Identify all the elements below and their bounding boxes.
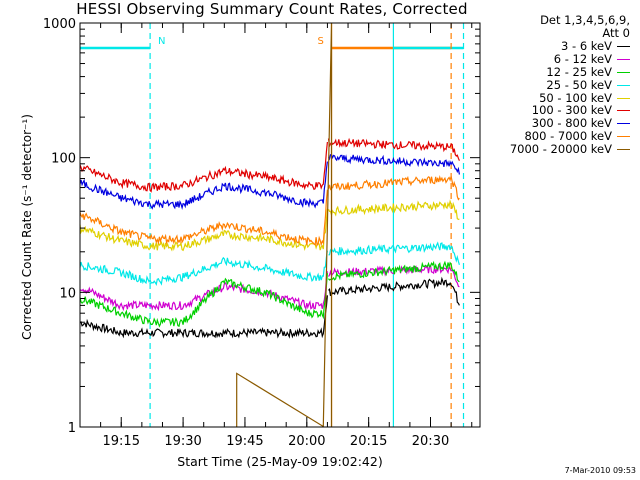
plot-frame <box>79 22 481 428</box>
series-line-2-b <box>328 260 460 283</box>
flag-label-1: S <box>318 36 324 47</box>
legend-swatch <box>617 58 630 60</box>
series-line-6-b <box>327 154 460 175</box>
series-line-6-a <box>79 161 328 211</box>
legend-swatch <box>617 71 630 73</box>
x-tick-label-2: 19:45 <box>226 434 263 449</box>
y-tick-label-0: 1 <box>68 421 76 436</box>
legend-item: 7000 - 20000 keV <box>486 143 636 156</box>
series-line-4-b <box>327 199 460 221</box>
legend-item: 3 - 6 keV <box>486 40 636 53</box>
legend-item-label: 300 - 800 keV <box>531 116 612 131</box>
chart-title: HESSI Observing Summary Count Rates, Cor… <box>76 0 468 18</box>
series-line-7-b <box>327 175 460 201</box>
x-tick-label-0: 19:15 <box>103 434 140 449</box>
series-line-7-a <box>79 189 328 247</box>
legend-header-line-2: Att 0 <box>602 26 630 40</box>
series-line-0-a <box>79 295 328 339</box>
legend-swatch <box>617 110 630 112</box>
legend-item: 25 - 50 keV <box>486 77 636 92</box>
flag-label-0: N <box>158 36 165 47</box>
y-tick-label-2: 100 <box>51 152 76 167</box>
legend-item: 800 - 7000 keV <box>486 130 636 143</box>
x-tick-label-4: 20:15 <box>350 434 387 449</box>
legend-item: 6 - 12 keV <box>486 51 636 66</box>
x-tick-label-5: 20:30 <box>412 434 449 449</box>
x-axis-label: Start Time (25-May-09 19:02:42) <box>177 454 383 469</box>
legend-item-label: 6 - 12 keV <box>553 51 612 66</box>
legend-item-label: 50 - 100 keV <box>539 90 612 105</box>
legend-item-label: 7000 - 20000 keV <box>509 142 612 157</box>
footer-timestamp: 7-Mar-2010 09:53 <box>564 466 636 475</box>
legend-item: 100 - 300 keV <box>486 104 636 117</box>
series-line-5-a <box>79 141 328 193</box>
legend-item-label: 100 - 300 keV <box>531 103 612 118</box>
legend-item: 12 - 25 keV <box>486 64 636 79</box>
series-line-0-b <box>328 276 460 306</box>
series-line-2-a <box>79 273 328 328</box>
series-line-4-a <box>79 208 328 252</box>
x-tick-label-1: 19:30 <box>164 434 201 449</box>
legend-item: 50 - 100 keV <box>486 90 636 105</box>
y-tick-label-1: 10 <box>59 286 76 301</box>
series-line-3-b <box>328 241 460 265</box>
y-axis-label: Corrected Count Rate (s⁻¹ detector⁻¹) <box>20 114 34 340</box>
legend-swatch <box>617 46 630 47</box>
legend-swatch <box>617 136 630 138</box>
y-tick-label-3: 1000 <box>43 17 76 32</box>
legend-item-label: 800 - 7000 keV <box>524 129 612 144</box>
legend-swatch <box>617 123 630 125</box>
legend-header-line-1: Det 1,3,4,5,6,9, <box>540 13 630 27</box>
series-line-5-b <box>327 137 460 161</box>
legend-swatch <box>617 97 630 99</box>
series-line-1-a <box>80 271 328 312</box>
series-line-3-a <box>79 250 328 286</box>
legend-item-label: 3 - 6 keV <box>561 39 612 53</box>
legend-swatch <box>617 149 630 151</box>
x-tick-label-3: 20:00 <box>288 434 325 449</box>
legend: Det 1,3,4,5,6,9, Att 0 3 - 6 keV 6 - 12 k… <box>486 14 636 156</box>
legend-item-label: 12 - 25 keV <box>546 64 612 79</box>
legend-item: 300 - 800 keV <box>486 117 636 130</box>
legend-item-label: 25 - 50 keV <box>546 77 612 92</box>
series-line-8 <box>236 23 333 428</box>
legend-swatch <box>617 84 630 86</box>
